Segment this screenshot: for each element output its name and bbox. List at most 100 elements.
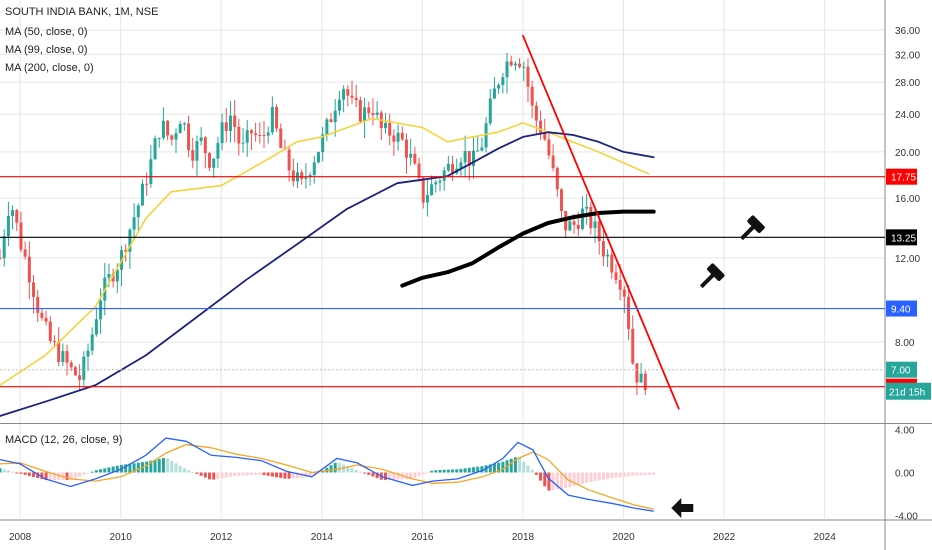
macd-histogram-bar <box>99 469 103 473</box>
candle-body <box>187 123 191 151</box>
candle-body <box>245 130 249 143</box>
macd-histogram-bar <box>0 468 2 473</box>
price-tick-label: 32.00 <box>895 50 920 61</box>
candle-body <box>384 122 388 129</box>
macd-histogram-bar <box>136 462 140 473</box>
candle-body <box>404 139 408 158</box>
macd-histogram-bar <box>635 472 639 476</box>
macd-histogram-bar <box>48 472 52 481</box>
ma99-line <box>0 131 655 417</box>
macd-histogram-bar <box>316 472 320 474</box>
gavel-handle <box>740 225 755 241</box>
macd-histogram-bar <box>367 472 371 475</box>
candle-body <box>19 222 23 250</box>
candle-body <box>472 150 476 166</box>
macd-histogram-bar <box>69 472 73 480</box>
macd-histogram-bar <box>128 463 132 473</box>
macd-histogram-bar <box>161 457 165 473</box>
candle-body <box>325 119 329 135</box>
candle-body <box>530 86 534 106</box>
candle-body <box>446 163 450 171</box>
level-tag-label: 9.40 <box>891 305 911 316</box>
candle-body <box>430 184 434 196</box>
ma99-legend[interactable]: MA (99, close, 0) <box>5 44 88 56</box>
candle-body <box>589 206 593 228</box>
ma50-legend[interactable]: MA (50, close, 0) <box>5 26 88 38</box>
macd-histogram-bar <box>65 472 69 481</box>
candle-body <box>396 132 400 142</box>
candle-body <box>182 123 186 125</box>
candle-body <box>337 99 341 111</box>
candle-body <box>622 289 626 297</box>
macd-histogram-bar <box>430 470 434 473</box>
macd-histogram-bar <box>513 457 517 473</box>
macd-histogram-bar <box>291 472 295 479</box>
candle-body <box>6 215 10 237</box>
candle-body <box>643 373 647 391</box>
candle-body <box>543 132 547 140</box>
price-tick-label: 36.00 <box>895 26 920 37</box>
candle-body <box>312 162 316 176</box>
candle-body <box>425 195 429 203</box>
candle-body <box>82 356 86 380</box>
candle-body <box>115 269 119 282</box>
chart-title: SOUTH INDIA BANK, 1M, NSE <box>5 6 159 18</box>
candle-body <box>480 147 484 151</box>
candle-body <box>568 221 572 231</box>
macd-histogram-bar <box>212 472 216 480</box>
macd-histogram-bar <box>182 468 186 473</box>
arrow-left-icon <box>671 498 694 518</box>
macd-histogram-bar <box>224 472 228 478</box>
candle-body <box>178 123 182 134</box>
macd-histogram-bar <box>52 472 56 481</box>
candle-body <box>249 130 253 134</box>
macd-histogram-bar <box>648 472 652 475</box>
macd-histogram-bar <box>23 472 27 475</box>
macd-histogram-bar <box>555 472 559 490</box>
macd-histogram-bar <box>199 472 203 476</box>
macd-legend[interactable]: MACD (12, 26, close, 9) <box>5 434 123 446</box>
macd-histogram-bar <box>346 466 350 473</box>
time-tick-label: 2008 <box>9 532 32 543</box>
macd-histogram-bar <box>57 472 61 481</box>
macd-histogram-bar <box>388 472 392 480</box>
macd-line <box>0 437 654 512</box>
candle-body <box>526 66 530 87</box>
candle-body <box>174 133 178 140</box>
macd-histogram-bar <box>78 472 82 477</box>
time-tick-label: 2022 <box>713 532 736 543</box>
macd-histogram-bar <box>254 472 258 475</box>
macd-histogram-bar <box>622 472 626 477</box>
candle-body <box>153 138 157 160</box>
time-tick-label: 2016 <box>411 532 434 543</box>
macd-histogram-bar <box>111 466 115 473</box>
candle-body <box>94 319 98 335</box>
candle-body <box>321 134 325 153</box>
macd-histogram-bar <box>187 470 191 473</box>
candle-body <box>639 373 643 383</box>
macd-histogram-bar <box>296 472 300 479</box>
candle-body <box>191 150 195 161</box>
macd-histogram-bar <box>417 472 421 477</box>
candle-body <box>23 249 27 257</box>
macd-histogram-bar <box>266 472 270 476</box>
macd-histogram-bar <box>530 469 534 473</box>
macd-histogram-bar <box>166 458 170 473</box>
candle-body <box>111 274 115 282</box>
macd-histogram-bar <box>350 468 354 473</box>
price-tick-label: 28.00 <box>895 78 920 89</box>
candle-body <box>434 182 438 185</box>
candle-body <box>601 241 605 257</box>
ma200-legend[interactable]: MA (200, close, 0) <box>5 62 94 74</box>
macd-histogram-bar <box>15 472 19 474</box>
ma200-line <box>400 209 656 288</box>
candle-body <box>576 224 580 229</box>
macd-histogram-bar <box>568 472 572 488</box>
macd-histogram-bar <box>82 472 86 475</box>
macd-histogram-bar <box>434 470 438 473</box>
candle-body <box>166 120 170 136</box>
candle-body <box>199 137 203 142</box>
macd-histogram-bar <box>526 465 530 473</box>
